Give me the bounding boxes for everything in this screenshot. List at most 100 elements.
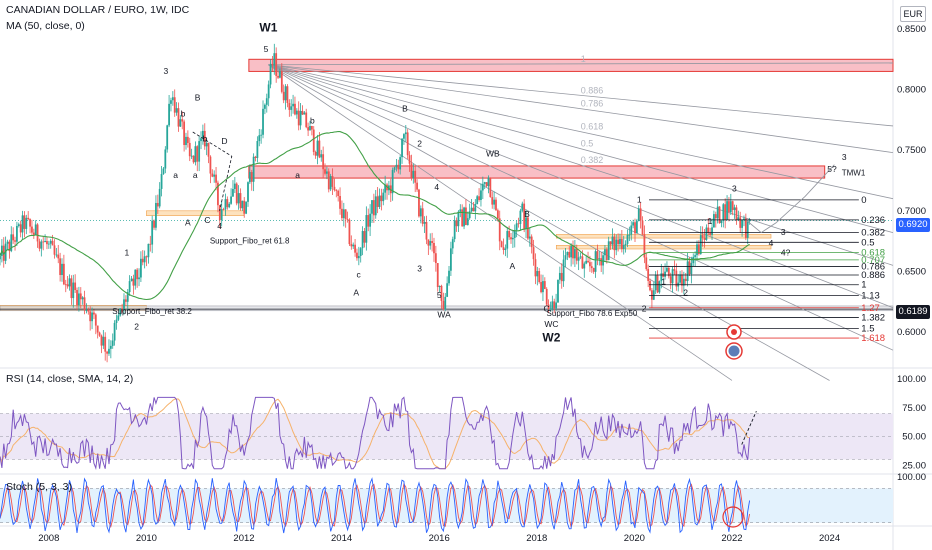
candle-body — [344, 209, 347, 220]
stoch-d-line — [0, 482, 751, 529]
wave-label: 5? — [827, 164, 837, 174]
support-price-badge: 0.6189 — [896, 305, 930, 319]
time-tick-label: 2012 — [233, 533, 254, 544]
candle-body — [611, 236, 614, 245]
candle-body — [624, 243, 627, 245]
rsi-line — [0, 396, 751, 471]
candle-body — [104, 336, 107, 352]
candle-body — [42, 241, 45, 243]
wave-label: W2 — [542, 331, 560, 345]
candle-body — [224, 199, 227, 210]
candle-body — [675, 270, 678, 287]
wave-label: C — [204, 215, 210, 225]
ma-indicator-label[interactable]: MA (50, close, 0) — [6, 20, 85, 32]
candle-body — [741, 219, 743, 228]
candle-body — [598, 258, 601, 260]
candle-body — [570, 245, 573, 258]
candle-body — [78, 293, 80, 306]
time-tick-label: 2008 — [38, 533, 59, 544]
rsi-indicator-label[interactable]: RSI (14, close, SMA, 14, 2) — [6, 373, 134, 385]
candle-body — [89, 311, 92, 322]
candle-body — [404, 132, 407, 135]
price-tick-label: 0.8000 — [897, 85, 926, 96]
candle-body — [141, 258, 144, 263]
candle-body — [476, 196, 479, 204]
candle-body — [239, 193, 242, 209]
candle-body — [192, 155, 195, 163]
currency-label[interactable]: EUR — [900, 6, 926, 22]
price-tick-label: 0.7500 — [897, 145, 926, 156]
fib-level-label: 1.382 — [861, 312, 885, 323]
candle-body — [457, 211, 460, 227]
candle-body — [651, 290, 653, 300]
candle-body — [720, 220, 723, 224]
candle-body — [361, 231, 364, 249]
candle-body — [100, 335, 103, 346]
candle-body — [632, 222, 635, 226]
candle-body — [0, 255, 1, 260]
candle-body — [280, 71, 283, 92]
price-tick-label: 0.8500 — [897, 24, 926, 35]
candle-body — [748, 220, 751, 222]
candle-body — [403, 134, 405, 139]
candle-body — [53, 245, 56, 255]
candle-body — [102, 336, 105, 346]
candle-body — [320, 154, 323, 158]
candle-body — [27, 217, 30, 220]
candle-body — [55, 254, 58, 256]
candle-body — [729, 201, 732, 213]
candle-body — [481, 183, 484, 191]
candle-body — [643, 234, 646, 258]
candle-body — [699, 235, 702, 255]
support-annotation: Support_Fibo_ret 61.8 — [210, 237, 290, 246]
candle-body — [290, 106, 293, 110]
candle-body — [200, 138, 202, 142]
rsi-ma-line — [0, 398, 750, 470]
candle-body — [583, 263, 586, 269]
candle-body — [523, 203, 526, 230]
candle-body — [590, 266, 593, 269]
candle-body — [587, 260, 589, 263]
candle-body — [158, 188, 161, 207]
candle-body — [196, 146, 199, 162]
wave-label: 1 — [125, 248, 130, 258]
candle-body — [312, 129, 315, 153]
wave-label: A — [510, 261, 516, 271]
candle-body — [455, 220, 458, 227]
time-tick-label: 2022 — [721, 533, 742, 544]
time-tick-label: 2014 — [331, 533, 352, 544]
zone-resistance-mid — [248, 165, 826, 179]
candle-body — [237, 193, 240, 204]
candle-body — [331, 176, 334, 187]
zone-resistance-top — [248, 58, 894, 72]
candle-body — [310, 126, 313, 130]
candle-body — [660, 273, 663, 282]
earnings-marker — [725, 342, 743, 360]
time-tick-label: 2024 — [819, 533, 840, 544]
candle-body — [164, 149, 167, 169]
candle-body — [138, 277, 140, 280]
candle-body — [228, 203, 231, 208]
candle-body — [318, 140, 321, 158]
candle-body — [179, 119, 182, 127]
candle-body — [735, 207, 738, 221]
candle-body — [303, 112, 306, 115]
candle-body — [68, 278, 71, 287]
candle-body — [589, 262, 591, 267]
candle-body — [215, 174, 217, 183]
candle-body — [682, 278, 685, 286]
candle-body — [605, 249, 608, 261]
stoch-indicator-label[interactable]: Stoch (5, 3, 3) — [6, 481, 72, 493]
fan-level-label: 1 — [581, 54, 586, 64]
candle-body — [478, 196, 480, 200]
candle-body — [416, 182, 418, 190]
candle-body — [511, 237, 514, 240]
price-tick-label: 0.6000 — [897, 327, 926, 338]
candle-body — [72, 282, 75, 299]
candle-body — [711, 227, 713, 235]
fib-level-label: 0.786 — [861, 262, 885, 273]
candle-body — [254, 156, 257, 158]
wave-label: 2 — [642, 303, 647, 313]
candle-body — [38, 241, 41, 249]
